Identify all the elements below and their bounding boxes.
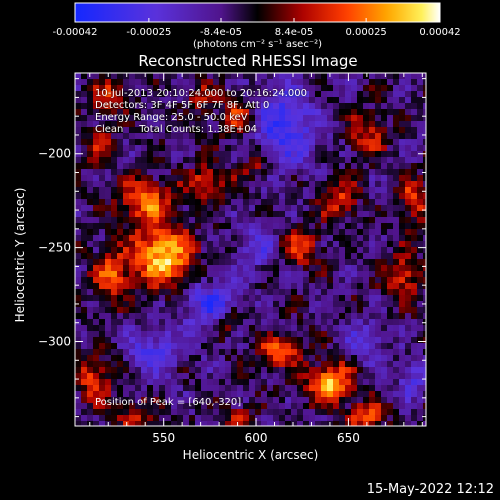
colorbar-tick-label: 0.00042 — [419, 27, 460, 38]
y-tick-label: −200 — [38, 147, 71, 161]
colorbar-units: (photons cm⁻² s⁻¹ asec⁻²) — [192, 39, 323, 50]
annotation-counts: Clean Total Counts: 1.38E+04 — [95, 124, 257, 135]
colorbar-tick-label: 0.00025 — [345, 27, 386, 38]
colorbar-tick-label: -0.00025 — [126, 27, 171, 38]
y-tick-label: −300 — [38, 335, 71, 349]
colorbar — [74, 2, 441, 23]
plot-frame — [74, 72, 427, 427]
peak-position-label: Position of Peak = [640,-320] — [95, 397, 242, 408]
colorbar-tick-label: -8.4e-05 — [200, 27, 242, 38]
y-axis-label: Heliocentric Y (arcsec) — [13, 187, 27, 323]
annotation-time-range: 10-Jul-2013 20:10:24.000 to 20:16:24.000 — [95, 88, 307, 99]
render-timestamp: 15-May-2022 12:12 — [366, 482, 494, 497]
x-axis-label: Heliocentric X (arcsec) — [182, 448, 319, 462]
x-tick-label: 650 — [337, 431, 360, 445]
chart-title: Reconstructed RHESSI Image — [138, 52, 358, 70]
annotation-detectors: Detectors: 3F 4F 5F 6F 7F 8F, Att 0 — [95, 100, 270, 111]
annotation-energy-range: Energy Range: 25.0 - 50.0 keV — [95, 112, 248, 123]
colorbar-tick-label: 8.4e-05 — [275, 27, 313, 38]
heatmap-image — [75, 73, 427, 427]
x-tick-label: 550 — [152, 431, 175, 445]
colorbar-tick-label: -0.00042 — [53, 27, 98, 38]
y-tick-label: −250 — [38, 241, 71, 255]
x-tick-label: 600 — [245, 431, 268, 445]
